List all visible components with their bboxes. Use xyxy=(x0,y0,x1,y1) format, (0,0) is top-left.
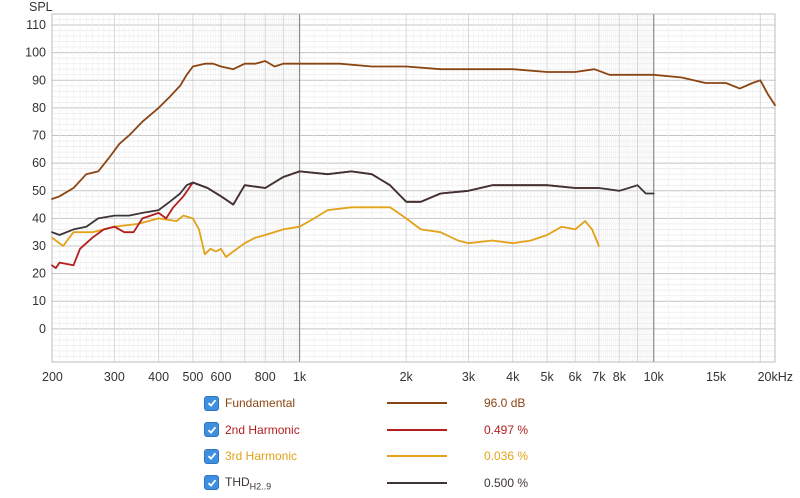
legend-value-2nd-harmonic: 0.497 % xyxy=(484,422,529,437)
legend-value-3rd-harmonic: 0.036 % xyxy=(484,449,529,464)
series-line-3rd-harmonic xyxy=(51,206,600,258)
frequency-response-chart: 0 10 20 30 40 50 60 70 80 90 100 110 200 300 400 500 60… xyxy=(25,0,793,384)
plot-border xyxy=(51,13,776,363)
checkmark-icon xyxy=(207,479,216,487)
checkbox-2nd-harmonic[interactable] xyxy=(204,422,219,438)
x-tick-label: 10k xyxy=(644,370,665,384)
x-tick-label: 5k xyxy=(541,370,555,384)
chart-series xyxy=(51,60,776,269)
checkmark-icon xyxy=(207,452,216,461)
series-line-thd-h2-9 xyxy=(51,170,655,236)
legend-line-thd xyxy=(387,481,447,484)
legend-row-2nd-harmonic[interactable]: 2nd Harmonic 0.497 % xyxy=(204,417,764,444)
x-tick-label: 400 xyxy=(148,370,169,384)
legend-label-3rd-harmonic: 3rd Harmonic xyxy=(225,449,298,464)
y-tick-label: 110 xyxy=(26,18,46,32)
x-tick-label: 600 xyxy=(211,370,232,384)
y-tick-label: 100 xyxy=(25,46,46,60)
checkbox-thd[interactable] xyxy=(204,475,219,491)
x-tick-label: 2k xyxy=(400,370,414,384)
checkmark-icon xyxy=(207,426,216,434)
y-axis-ticks: 0 10 20 30 40 50 60 70 80 90 100 110 xyxy=(25,18,46,336)
legend-line-fundamental xyxy=(387,402,447,404)
x-tick-label: 300 xyxy=(104,370,125,384)
x-tick-label: 7k xyxy=(592,370,606,384)
legend-row-3rd-harmonic[interactable]: 3rd Harmonic 0.036 % xyxy=(204,443,764,470)
legend-row-fundamental[interactable]: Fundamental 96.0 dB xyxy=(204,390,764,417)
legend-row-thd[interactable]: THDH2..9 0.500 % xyxy=(204,470,764,497)
legend-value-fundamental: 96.0 dB xyxy=(484,396,526,411)
x-tick-label: 4k xyxy=(506,370,520,384)
y-tick-label: 0 xyxy=(39,322,46,336)
y-tick-label: 20 xyxy=(32,267,46,281)
y-tick-label: 80 xyxy=(32,101,46,115)
y-tick-label: 10 xyxy=(32,294,46,308)
legend-label-thd: THDH2..9 xyxy=(225,475,385,491)
x-tick-label: 200 xyxy=(42,370,63,384)
legend: Fundamental 96.0 dB 2nd Harmonic 0.497 %… xyxy=(204,390,764,496)
x-axis-ticks: 200 300 400 500 600 800 1k 2k 3k 4k 5k 6k 7k 8k 10k 15k… xyxy=(42,370,793,384)
checkbox-fundamental[interactable] xyxy=(204,395,219,411)
x-tick-label: 500 xyxy=(183,370,204,384)
x-tick-label: 15k xyxy=(706,370,727,384)
y-tick-label: 30 xyxy=(32,239,46,253)
legend-line-3rd-harmonic xyxy=(387,455,447,457)
x-tick-label: 3k xyxy=(462,370,476,384)
x-tick-label: 800 xyxy=(255,370,276,384)
y-tick-label: 60 xyxy=(32,156,46,170)
x-tick-label: 6k xyxy=(569,370,583,384)
chart-grid xyxy=(51,13,776,363)
x-tick-label: 8k xyxy=(613,370,627,384)
checkmark-icon xyxy=(207,399,216,408)
legend-label-2nd-harmonic: 2nd Harmonic xyxy=(225,422,300,437)
y-tick-label: 50 xyxy=(32,184,46,198)
y-tick-label: 40 xyxy=(32,211,46,225)
legend-line-2nd-harmonic xyxy=(387,428,447,431)
series-line-fundamental xyxy=(51,60,776,200)
x-tick-label: 1k xyxy=(293,370,307,384)
legend-label-thd-main: THD xyxy=(225,474,250,489)
y-tick-label: 90 xyxy=(32,73,46,87)
legend-label-fundamental: Fundamental xyxy=(225,396,296,411)
checkbox-3rd-harmonic[interactable] xyxy=(204,448,219,464)
legend-value-thd: 0.500 % xyxy=(484,475,529,490)
legend-label-thd-sub: H2..9 xyxy=(249,480,272,491)
y-tick-label: 70 xyxy=(32,129,46,143)
x-tick-label: 20kHz xyxy=(758,370,793,384)
y-axis-label: SPL xyxy=(29,0,53,14)
